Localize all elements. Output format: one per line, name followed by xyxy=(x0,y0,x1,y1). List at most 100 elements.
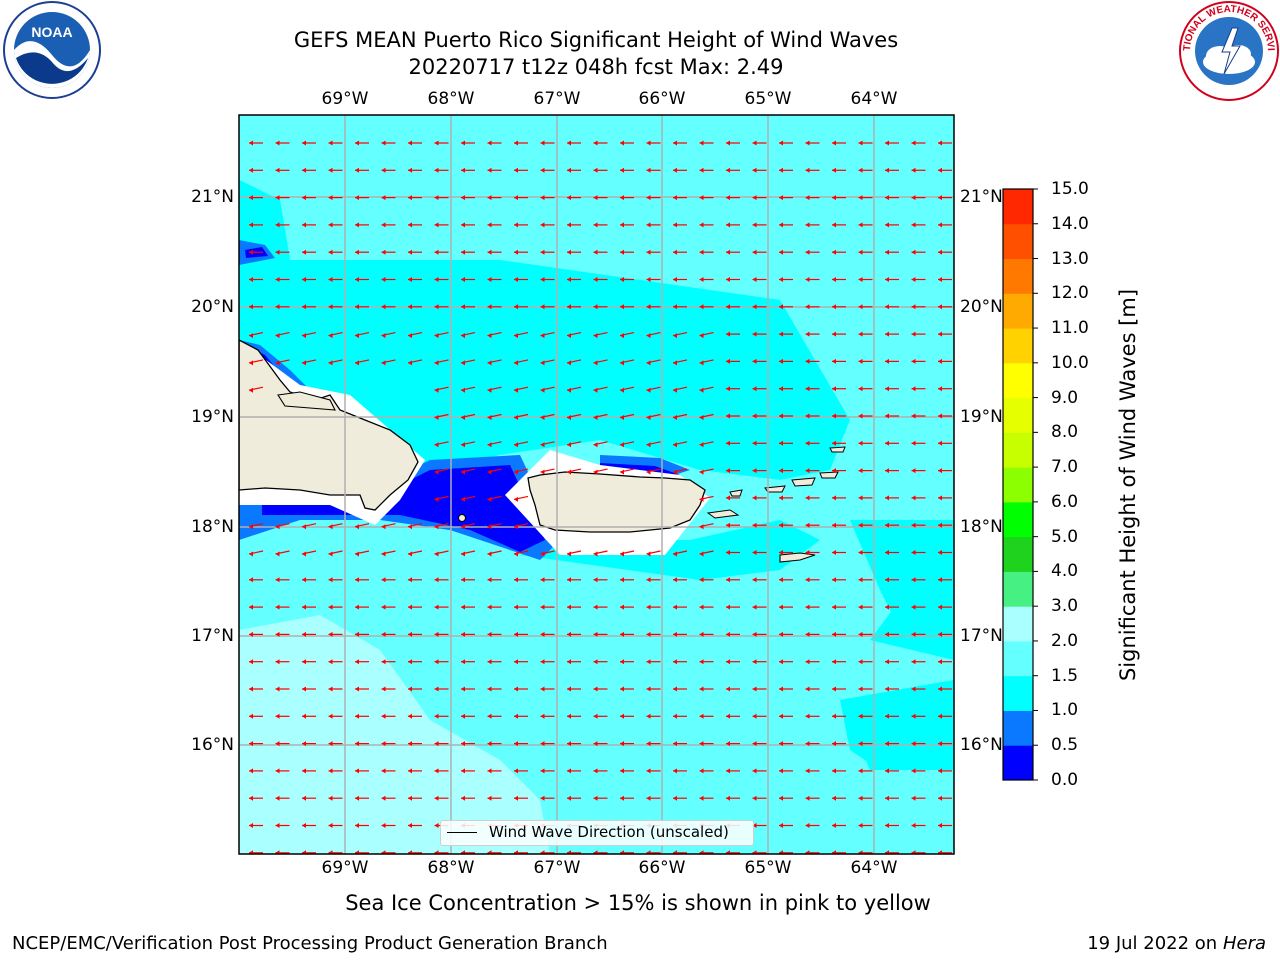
wave-direction-arrow xyxy=(646,631,661,637)
wave-direction-arrow xyxy=(249,631,263,637)
wave-direction-arrow xyxy=(832,522,846,528)
colorbar-segment xyxy=(1003,432,1033,468)
chart-title: GEFS MEAN Puerto Rico Significant Height… xyxy=(293,28,899,52)
wave-direction-arrow xyxy=(832,741,846,747)
wave-direction-arrow xyxy=(408,850,422,854)
colorbar-tick-label: 5.0 xyxy=(1051,526,1079,547)
wave-direction-arrow xyxy=(434,577,449,583)
lon-label-top: 69°W xyxy=(321,89,369,109)
wave-direction-arrow xyxy=(355,768,369,774)
wave-direction-arrow xyxy=(832,358,846,364)
wave-direction-arrow xyxy=(540,332,555,339)
wave-direction-arrow xyxy=(408,277,422,282)
wave-direction-arrow xyxy=(567,795,581,801)
wave-direction-arrow xyxy=(620,195,634,201)
wave-direction-arrow xyxy=(779,631,793,637)
wave-direction-arrow xyxy=(858,768,873,774)
wave-direction-arrow xyxy=(408,741,422,747)
wave-direction-arrow xyxy=(248,550,264,557)
wave-direction-arrow xyxy=(911,222,926,228)
wave-direction-arrow xyxy=(832,604,846,610)
wave-direction-arrow xyxy=(408,577,422,583)
wave-direction-arrow xyxy=(805,167,820,173)
wave-direction-arrow xyxy=(726,249,740,255)
wave-direction-arrow xyxy=(646,577,661,583)
lat-label-left: 19°N xyxy=(191,407,234,427)
wave-direction-arrow xyxy=(487,577,502,583)
wave-direction-arrow xyxy=(885,468,899,474)
wave-direction-arrow xyxy=(540,550,555,557)
lon-label-bottom: 68°W xyxy=(427,858,475,878)
wave-direction-arrow xyxy=(646,304,661,310)
wave-direction-arrow xyxy=(540,795,555,801)
wave-direction-arrow xyxy=(540,686,555,692)
wave-direction-arrow xyxy=(619,359,635,366)
wave-direction-arrow xyxy=(911,686,926,692)
wave-direction-arrow xyxy=(911,713,926,719)
wave-direction-arrow xyxy=(514,249,528,255)
wave-direction-arrow xyxy=(328,823,343,828)
wave-direction-arrow xyxy=(752,468,767,474)
wave-direction-arrow xyxy=(328,795,343,801)
wave-direction-arrow xyxy=(911,768,926,774)
wave-direction-arrow xyxy=(673,768,687,774)
wave-direction-arrow xyxy=(302,741,316,747)
wave-direction-arrow xyxy=(540,850,555,854)
wave-direction-arrow xyxy=(805,195,820,201)
wave-direction-arrow xyxy=(275,359,290,366)
wave-direction-arrow xyxy=(408,249,422,255)
wave-direction-arrow xyxy=(885,386,899,392)
wave-direction-arrow xyxy=(779,850,793,854)
wave-direction-arrow xyxy=(434,195,449,201)
wave-contour-1_0-east xyxy=(690,300,954,520)
wave-direction-arrow xyxy=(328,631,343,637)
wave-direction-arrow xyxy=(726,550,740,555)
wave-direction-arrow xyxy=(514,222,528,228)
wave-direction-arrow xyxy=(275,222,290,228)
wave-direction-arrow xyxy=(885,522,899,528)
wave-direction-arrow xyxy=(779,741,793,747)
wave-direction-arrow xyxy=(461,795,475,801)
wave-direction-arrow xyxy=(911,850,926,854)
wave-direction-arrow xyxy=(752,304,767,310)
wave-direction-arrow xyxy=(328,713,343,719)
colorbar-segment xyxy=(1003,536,1033,572)
wave-direction-arrow xyxy=(408,659,422,665)
wave-direction-arrow xyxy=(911,741,926,747)
wave-direction-arrow xyxy=(726,358,740,364)
wave-direction-arrow xyxy=(434,741,449,747)
wave-direction-arrow xyxy=(911,386,926,392)
wave-direction-arrow xyxy=(275,577,290,583)
wave-direction-arrow xyxy=(858,495,873,501)
wave-direction-arrow xyxy=(249,713,263,719)
lat-label-left: 20°N xyxy=(191,297,234,317)
wave-direction-arrow xyxy=(885,413,899,419)
wave-direction-arrow xyxy=(858,468,873,474)
wave-direction-arrow xyxy=(275,523,290,530)
wave-direction-arrow xyxy=(354,550,370,557)
wave-direction-arrow xyxy=(593,277,608,282)
wave-contour-1_0-s xyxy=(840,680,954,770)
wave-direction-arrow xyxy=(593,359,608,366)
wave-direction-arrow xyxy=(434,167,449,173)
wave-direction-arrow xyxy=(858,850,873,854)
wave-direction-arrow xyxy=(911,413,926,419)
wave-direction-arrow xyxy=(673,140,687,146)
wave-direction-arrow xyxy=(408,795,422,801)
wave-direction-arrow xyxy=(832,713,846,719)
wave-direction-arrow xyxy=(540,386,555,393)
wave-direction-arrow xyxy=(938,140,952,146)
wave-direction-arrow xyxy=(672,550,688,557)
wave-direction-arrow xyxy=(460,332,476,339)
land-islet-6 xyxy=(829,446,846,453)
wave-direction-arrow xyxy=(620,768,634,774)
colorbar-label: Significant Height of Wind Waves [m] xyxy=(1116,288,1140,682)
wave-direction-arrow xyxy=(381,332,396,339)
footer-machine: Hera xyxy=(1222,933,1266,954)
wave-direction-arrow xyxy=(752,167,767,173)
footer-date: 19 Jul 2022 on Hera xyxy=(1087,933,1266,954)
wave-direction-arrow xyxy=(540,413,555,420)
wave-direction-arrow xyxy=(302,304,316,310)
wave-direction-arrow xyxy=(487,222,502,228)
wave-direction-arrow xyxy=(275,249,290,255)
